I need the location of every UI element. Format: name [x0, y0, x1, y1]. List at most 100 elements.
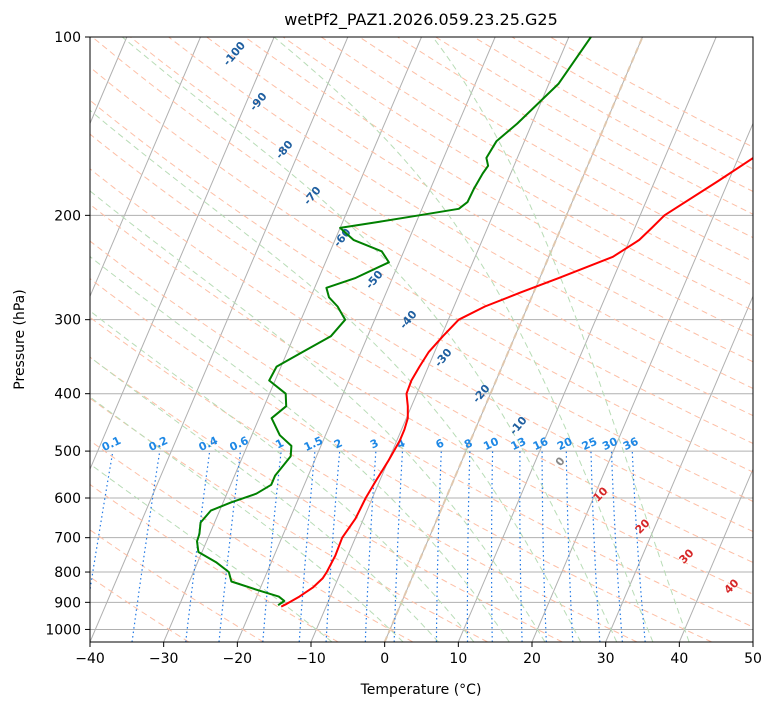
moist-adiabat-label: -20	[470, 382, 493, 406]
mixing-ratio-label: 25	[580, 435, 599, 453]
x-tick-label: −40	[75, 651, 105, 667]
dry-adiabat-line	[90, 440, 414, 642]
dry-adiabat-line	[90, 203, 753, 595]
dry-adiabat-line	[91, 37, 753, 445]
mixing-ratio-line	[519, 451, 523, 642]
dry-adiabat-line	[90, 356, 563, 642]
mixing-ratio-label: 2	[332, 436, 344, 451]
mixing-ratio-line	[262, 451, 282, 642]
x-axis: −40 −30 −20 −10 0 10 20 30 40 50	[75, 642, 762, 667]
moist-adiabat-label: -100	[220, 39, 248, 69]
y-axis: 1000 900 800 700 600 500 400 300 200 100	[45, 30, 90, 638]
y-tick-label: 800	[54, 565, 81, 581]
mixing-ratio-line	[610, 451, 623, 642]
x-tick-label: 30	[597, 651, 615, 667]
moist-adiabat-line	[90, 310, 475, 642]
dry-adiabat-line	[90, 483, 339, 642]
mixing-ratio-line	[590, 451, 601, 642]
dry-adiabat-line	[90, 168, 753, 563]
x-tick-label: 50	[744, 651, 762, 667]
mixing-ratio-line	[565, 451, 574, 642]
moist-adiabat-line	[90, 463, 333, 642]
dry-adiabat-label: 20	[633, 516, 653, 536]
isotherm-line	[678, 467, 753, 642]
dewpoint-profile-line	[196, 37, 592, 607]
dry-adiabat-line	[90, 99, 753, 502]
isotherm-line	[605, 295, 753, 642]
x-tick-label: −30	[149, 651, 179, 667]
moist-adiabat-line	[90, 396, 404, 642]
mixing-ratio-line	[90, 450, 114, 594]
mixing-ratio-line	[490, 451, 494, 642]
moist-adiabat-line	[121, 37, 618, 642]
mixing-ratio-line	[466, 451, 471, 642]
mixing-ratio-label: 20	[555, 435, 575, 453]
dry-adiabat-line	[435, 37, 753, 215]
moist-adiabat-label: -70	[301, 184, 324, 208]
mixing-ratio-label: 30	[600, 435, 620, 453]
y-tick-label: 200	[54, 208, 81, 224]
mixing-ratio-line	[185, 451, 211, 642]
moist-adiabat-label: -40	[397, 308, 420, 332]
mixing-ratio-label: 10	[481, 435, 501, 453]
dry-adiabat-line	[90, 397, 488, 642]
moist-adiabat-line	[432, 37, 690, 642]
dry-adiabat-line	[90, 316, 638, 642]
x-tick-label: 40	[670, 651, 688, 667]
y-tick-label: 300	[54, 313, 81, 329]
moist-adiabat-line	[90, 109, 582, 642]
isotherm-line	[90, 37, 275, 471]
moist-adiabat-line	[273, 37, 654, 642]
dry-adiabat-line	[90, 576, 190, 642]
dry-adiabat-line	[282, 37, 753, 312]
mixing-ratio-line	[218, 451, 242, 642]
dry-adiabat-line	[511, 37, 753, 170]
isotherm-line	[752, 640, 753, 642]
isotherm-line	[457, 37, 717, 642]
dry-adiabat-line	[168, 37, 753, 389]
dry-adiabat-line	[90, 278, 712, 642]
mixing-ratio-label: 36	[621, 435, 641, 453]
x-tick-label: 10	[449, 651, 467, 667]
chart-title: wetPf2_PAZ1.2026.059.23.25.G25	[284, 10, 558, 30]
dry-adiabat-line	[130, 37, 753, 417]
background-lines	[90, 37, 753, 642]
mixing-ratio-line	[435, 451, 442, 642]
mixing-ratio-line	[541, 451, 547, 642]
isotherm-line	[90, 37, 349, 642]
temperature-profile-line	[280, 156, 753, 608]
y-axis-title: Pressure (hPa)	[12, 289, 28, 389]
plot-frame	[89, 36, 754, 643]
x-tick-label: −20	[223, 651, 253, 667]
isotherm-line	[90, 37, 201, 298]
dry-adiabat-label: 10	[591, 484, 611, 504]
profile-lines	[196, 37, 753, 608]
mixing-ratio-label: 3	[368, 436, 380, 451]
dry-adiabat-line	[90, 529, 264, 642]
moist-adiabat-label: -80	[273, 138, 296, 162]
moist-adiabat-line	[90, 190, 546, 642]
mixing-ratio-line	[298, 451, 316, 642]
mixing-ratio-label: 13	[509, 435, 528, 453]
isotherm-line	[163, 37, 422, 642]
x-tick-label: 20	[523, 651, 541, 667]
moist-adiabat-line	[90, 255, 510, 642]
x-tick-label: −10	[296, 651, 326, 667]
dry-adiabat-line	[359, 37, 753, 263]
y-tick-label: 600	[54, 491, 81, 507]
y-tick-label: 500	[54, 444, 81, 460]
mixing-ratio-line	[364, 451, 377, 642]
x-tick-label: 0	[380, 651, 389, 667]
mixing-ratio-line	[325, 451, 341, 642]
y-tick-label: 100	[54, 30, 81, 46]
mixing-ratio-label: 16	[531, 435, 551, 453]
x-axis-title: Temperature (°C)	[360, 682, 482, 698]
moist-adiabat-label: 0	[553, 454, 568, 468]
mixing-ratio-line	[393, 451, 404, 642]
y-tick-label: 700	[54, 531, 81, 547]
y-tick-label: 900	[54, 595, 81, 611]
dry-adiabat-line	[244, 37, 753, 337]
moist-adiabat-label: -50	[363, 268, 386, 292]
dry-adiabat-line	[90, 133, 753, 533]
isotherm-line	[384, 37, 643, 642]
